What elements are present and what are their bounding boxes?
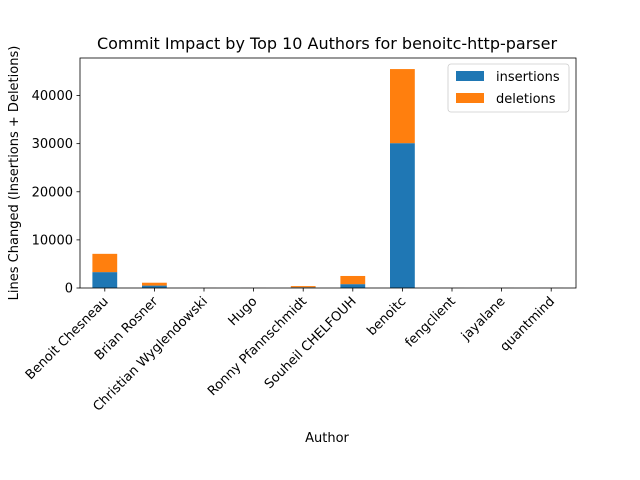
legend-label-deletions: deletions — [496, 92, 556, 107]
bar-deletions-0 — [92, 253, 118, 273]
x-axis-label: Author — [305, 431, 349, 446]
legend: insertions deletions — [447, 63, 570, 113]
y-tick-label-0: 0 — [65, 282, 73, 297]
x-tick-label-3: Hugo — [226, 294, 261, 329]
y-axis-label: Lines Changed (Insertions + Deletions) — [7, 46, 22, 301]
x-tick-label-8: jayalane — [458, 294, 508, 344]
bar-deletions-4 — [290, 286, 316, 288]
bar-insertions-0 — [92, 272, 118, 288]
y-tick-label-2: 20000 — [32, 185, 73, 200]
bar-insertions-1 — [142, 285, 167, 288]
bar-deletions-5 — [340, 275, 366, 285]
x-tick-label-6: benoitc — [364, 294, 409, 339]
bar-insertions-6 — [390, 143, 415, 288]
x-tick-label-0: Benoit Chesneau — [23, 294, 112, 383]
y-tick-label-1: 10000 — [32, 233, 73, 248]
legend-swatch-deletions — [456, 93, 484, 103]
legend-swatch-insertions — [456, 71, 484, 81]
x-tick-label-7: fengclient — [402, 294, 458, 350]
bar-deletions-1 — [142, 282, 167, 286]
x-tick-label-5: Souheil CHELFOUH — [262, 294, 360, 392]
legend-label-insertions: insertions — [496, 70, 560, 85]
plot-frame — [79, 57, 577, 289]
chart-title: Commit Impact by Top 10 Authors for beno… — [97, 34, 558, 53]
y-tick-label-4: 40000 — [32, 89, 73, 104]
bar-deletions-6 — [390, 69, 415, 144]
bar-insertions-5 — [340, 284, 366, 288]
y-tick-label-3: 30000 — [32, 137, 73, 152]
x-tick-label-4: Ronny Pfannschmidt — [205, 294, 310, 399]
